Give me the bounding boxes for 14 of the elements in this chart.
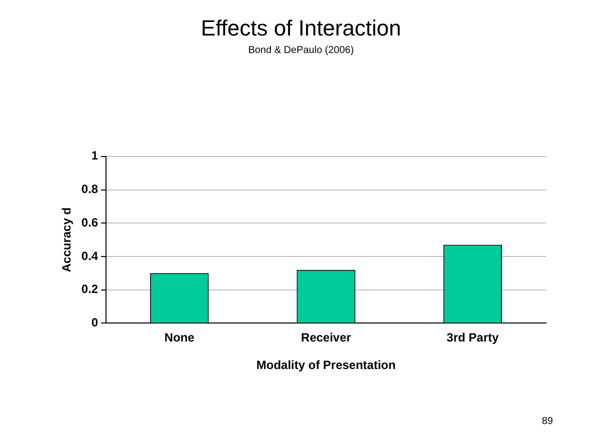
x-tick-label: None <box>164 330 195 345</box>
y-tick-label: 1 <box>91 148 98 163</box>
chart-title: Effects of Interaction <box>200 15 402 40</box>
y-tick-label: 0.8 <box>81 182 98 196</box>
text: 89 <box>542 416 554 427</box>
chart-subtitle: Bond & DePaulo (2006) <box>248 45 354 56</box>
x-axis-title: Modality of Presentation <box>256 358 396 372</box>
y-tick-label: 0.6 <box>81 215 98 230</box>
y-tick-label: 0.2 <box>81 282 98 296</box>
x-tick-label: 3rd Party <box>446 330 500 345</box>
x-tick-label: Receiver <box>301 330 352 345</box>
y-tick-label: 0.4 <box>81 248 98 263</box>
y-axis-title: Accuracy d <box>60 207 74 272</box>
y-tick-label: 0 <box>91 316 98 330</box>
